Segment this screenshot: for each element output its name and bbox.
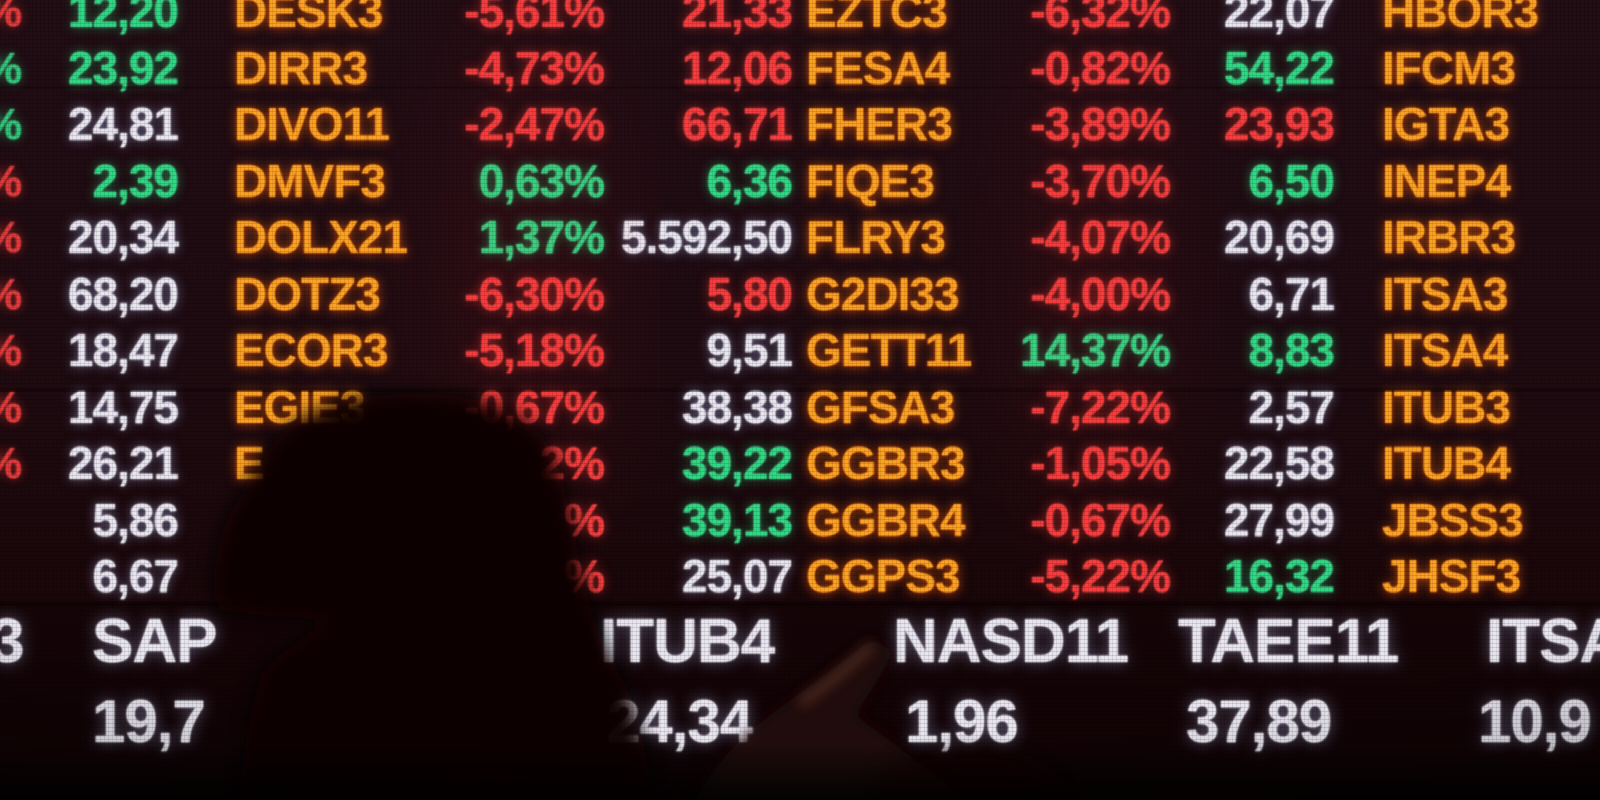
change-cell: -3,70% bbox=[1030, 154, 1171, 207]
change-cell: -0,67% bbox=[1030, 493, 1171, 546]
change-cell: -7,22% bbox=[1030, 380, 1171, 433]
ticker-symbol: IRBR3 bbox=[1382, 211, 1516, 263]
ticker-symbol: ITUB3 bbox=[1382, 380, 1511, 433]
price-cell: 9,51 bbox=[706, 324, 793, 376]
change-cell: -5,22% bbox=[1030, 550, 1171, 602]
price-cell: 5,86 bbox=[92, 493, 179, 546]
ticker-row: %20,34DOLX211,37%5.592,50FLRY3-4,07%20,6… bbox=[0, 209, 1600, 266]
price-cell: 6,36 bbox=[706, 154, 793, 207]
price-cell: 27,99 bbox=[1223, 493, 1335, 546]
edge-percent-sliver: % bbox=[0, 322, 22, 379]
price-cell: 6,71 bbox=[1248, 267, 1335, 320]
ticker-row: %68,20DOTZ3-6,30%5,80G2DI33-4,00%6,71ITS… bbox=[0, 266, 1600, 323]
price-cell: 22,58 bbox=[1223, 437, 1335, 489]
band-ticker-partial: 3 bbox=[0, 607, 24, 676]
ticker-symbol: ITUB4 bbox=[1382, 437, 1511, 489]
ticker-symbol: ITSA3 bbox=[1382, 267, 1508, 320]
price-cell: 38,38 bbox=[681, 380, 793, 433]
band-ticker-taee11: TAEE11 bbox=[1178, 607, 1399, 676]
change-cell: -4,00% bbox=[1030, 267, 1171, 320]
ticker-symbol: JBSS3 bbox=[1382, 493, 1524, 546]
change-cell: -0,82% bbox=[1030, 41, 1171, 94]
price-cell: 22,07 bbox=[1223, 0, 1335, 37]
band-ticker-itub4: ITUB4 bbox=[600, 607, 775, 676]
edge-percent-sliver: % bbox=[0, 40, 22, 97]
price-cell: 6,67 bbox=[92, 550, 179, 602]
change-cell: -1,05% bbox=[1030, 437, 1171, 489]
price-cell: 68,20 bbox=[67, 267, 179, 320]
change-cell: -3,89% bbox=[1030, 98, 1171, 150]
price-cell: 24,81 bbox=[67, 98, 179, 150]
edge-percent-sliver: % bbox=[0, 96, 22, 153]
price-cell: 5.592,50 bbox=[620, 211, 793, 263]
ticker-row: %14,75EGIE3-0,67%38,38GFSA3-7,22%2,57ITU… bbox=[0, 379, 1600, 436]
price-cell: 25,07 bbox=[681, 550, 793, 602]
price-cell: 39,13 bbox=[681, 493, 793, 546]
band-ticker-nasd11: NASD11 bbox=[893, 607, 1129, 676]
price-cell: 6,50 bbox=[1248, 154, 1335, 207]
price-cell: 8,83 bbox=[1248, 324, 1335, 376]
band-value-sap: 19,7 bbox=[92, 688, 206, 755]
price-cell: 21,33 bbox=[681, 0, 793, 37]
ticker-symbol: IFCM3 bbox=[1382, 41, 1516, 94]
price-cell: 16,32 bbox=[1223, 550, 1335, 602]
edge-percent-sliver: % bbox=[0, 379, 22, 436]
price-cell: 23,92 bbox=[67, 41, 179, 94]
change-cell: -6,32% bbox=[1030, 0, 1171, 37]
price-cell: 2,39 bbox=[92, 154, 179, 207]
price-cell: 12,20 bbox=[67, 0, 179, 37]
band-value-taee11: 37,89 bbox=[1186, 688, 1332, 755]
price-cell: 66,71 bbox=[681, 98, 793, 150]
price-cell: 20,34 bbox=[67, 211, 179, 263]
ticker-row: 6,67% 25,07 GGPS3 -5,22% 16,32 JHSF3 bbox=[0, 548, 1600, 605]
ticker-row: %18,47ECOR3-5,18%9,51GETT1114,37%8,83ITS… bbox=[0, 322, 1600, 379]
edge-percent-sliver: % bbox=[0, 435, 22, 492]
ticker-row: %23,92DIRR3-4,73%12,06FESA4-0,82%54,22IF… bbox=[0, 40, 1600, 97]
band-value-nasd11: 1,96 bbox=[905, 688, 1019, 755]
band-value-itsa: 10,9 bbox=[1478, 688, 1592, 755]
ticker-symbol: ITSA4 bbox=[1382, 324, 1508, 376]
price-cell: 20,69 bbox=[1223, 211, 1335, 263]
price-cell: 18,47 bbox=[67, 324, 179, 376]
band-value-itub4: 24,34 bbox=[607, 688, 753, 755]
ticker-row: 5,86% 39,13 GGBR4 -0,67% 27,99 JBSS3 bbox=[0, 492, 1600, 549]
ticker-symbol: HBOR3 bbox=[1382, 0, 1539, 37]
ticker-symbol: JHSF3 bbox=[1382, 550, 1521, 602]
change-cell: 14,37% bbox=[1019, 324, 1171, 376]
price-cell: 39,22 bbox=[681, 437, 793, 489]
edge-percent-sliver: % bbox=[0, 0, 22, 40]
ticker-row: %12,20DESK3-5,61%21,33EZTC3-6,32%22,07HB… bbox=[0, 0, 1600, 40]
band-ticker-sap: SAP bbox=[92, 607, 217, 676]
edge-percent-sliver: % bbox=[0, 209, 22, 266]
price-cell: 26,21 bbox=[67, 437, 179, 489]
ticker-row: %24,81DIVO11-2,47%66,71FHER3-3,89%23,93I… bbox=[0, 96, 1600, 153]
price-cell: 14,75 bbox=[67, 380, 179, 433]
price-cell: 2,57 bbox=[1248, 380, 1335, 433]
featured-ticker-band: 3 SAP 19,7 ITUB4 24,34 NASD11 1,96 TAEE1… bbox=[0, 604, 1600, 800]
ticker-symbol: INEP4 bbox=[1382, 154, 1511, 207]
price-cell: 12,06 bbox=[681, 41, 793, 94]
ticker-symbol: IGTA3 bbox=[1382, 98, 1510, 150]
edge-percent-sliver: % bbox=[0, 153, 22, 210]
change-cell: -4,07% bbox=[1030, 211, 1171, 263]
price-cell: 23,93 bbox=[1223, 98, 1335, 150]
band-ticker-itsa: ITSA bbox=[1486, 607, 1600, 676]
edge-percent-sliver: % bbox=[0, 266, 22, 323]
price-cell: 5,80 bbox=[706, 267, 793, 320]
price-cell: 54,22 bbox=[1223, 41, 1335, 94]
